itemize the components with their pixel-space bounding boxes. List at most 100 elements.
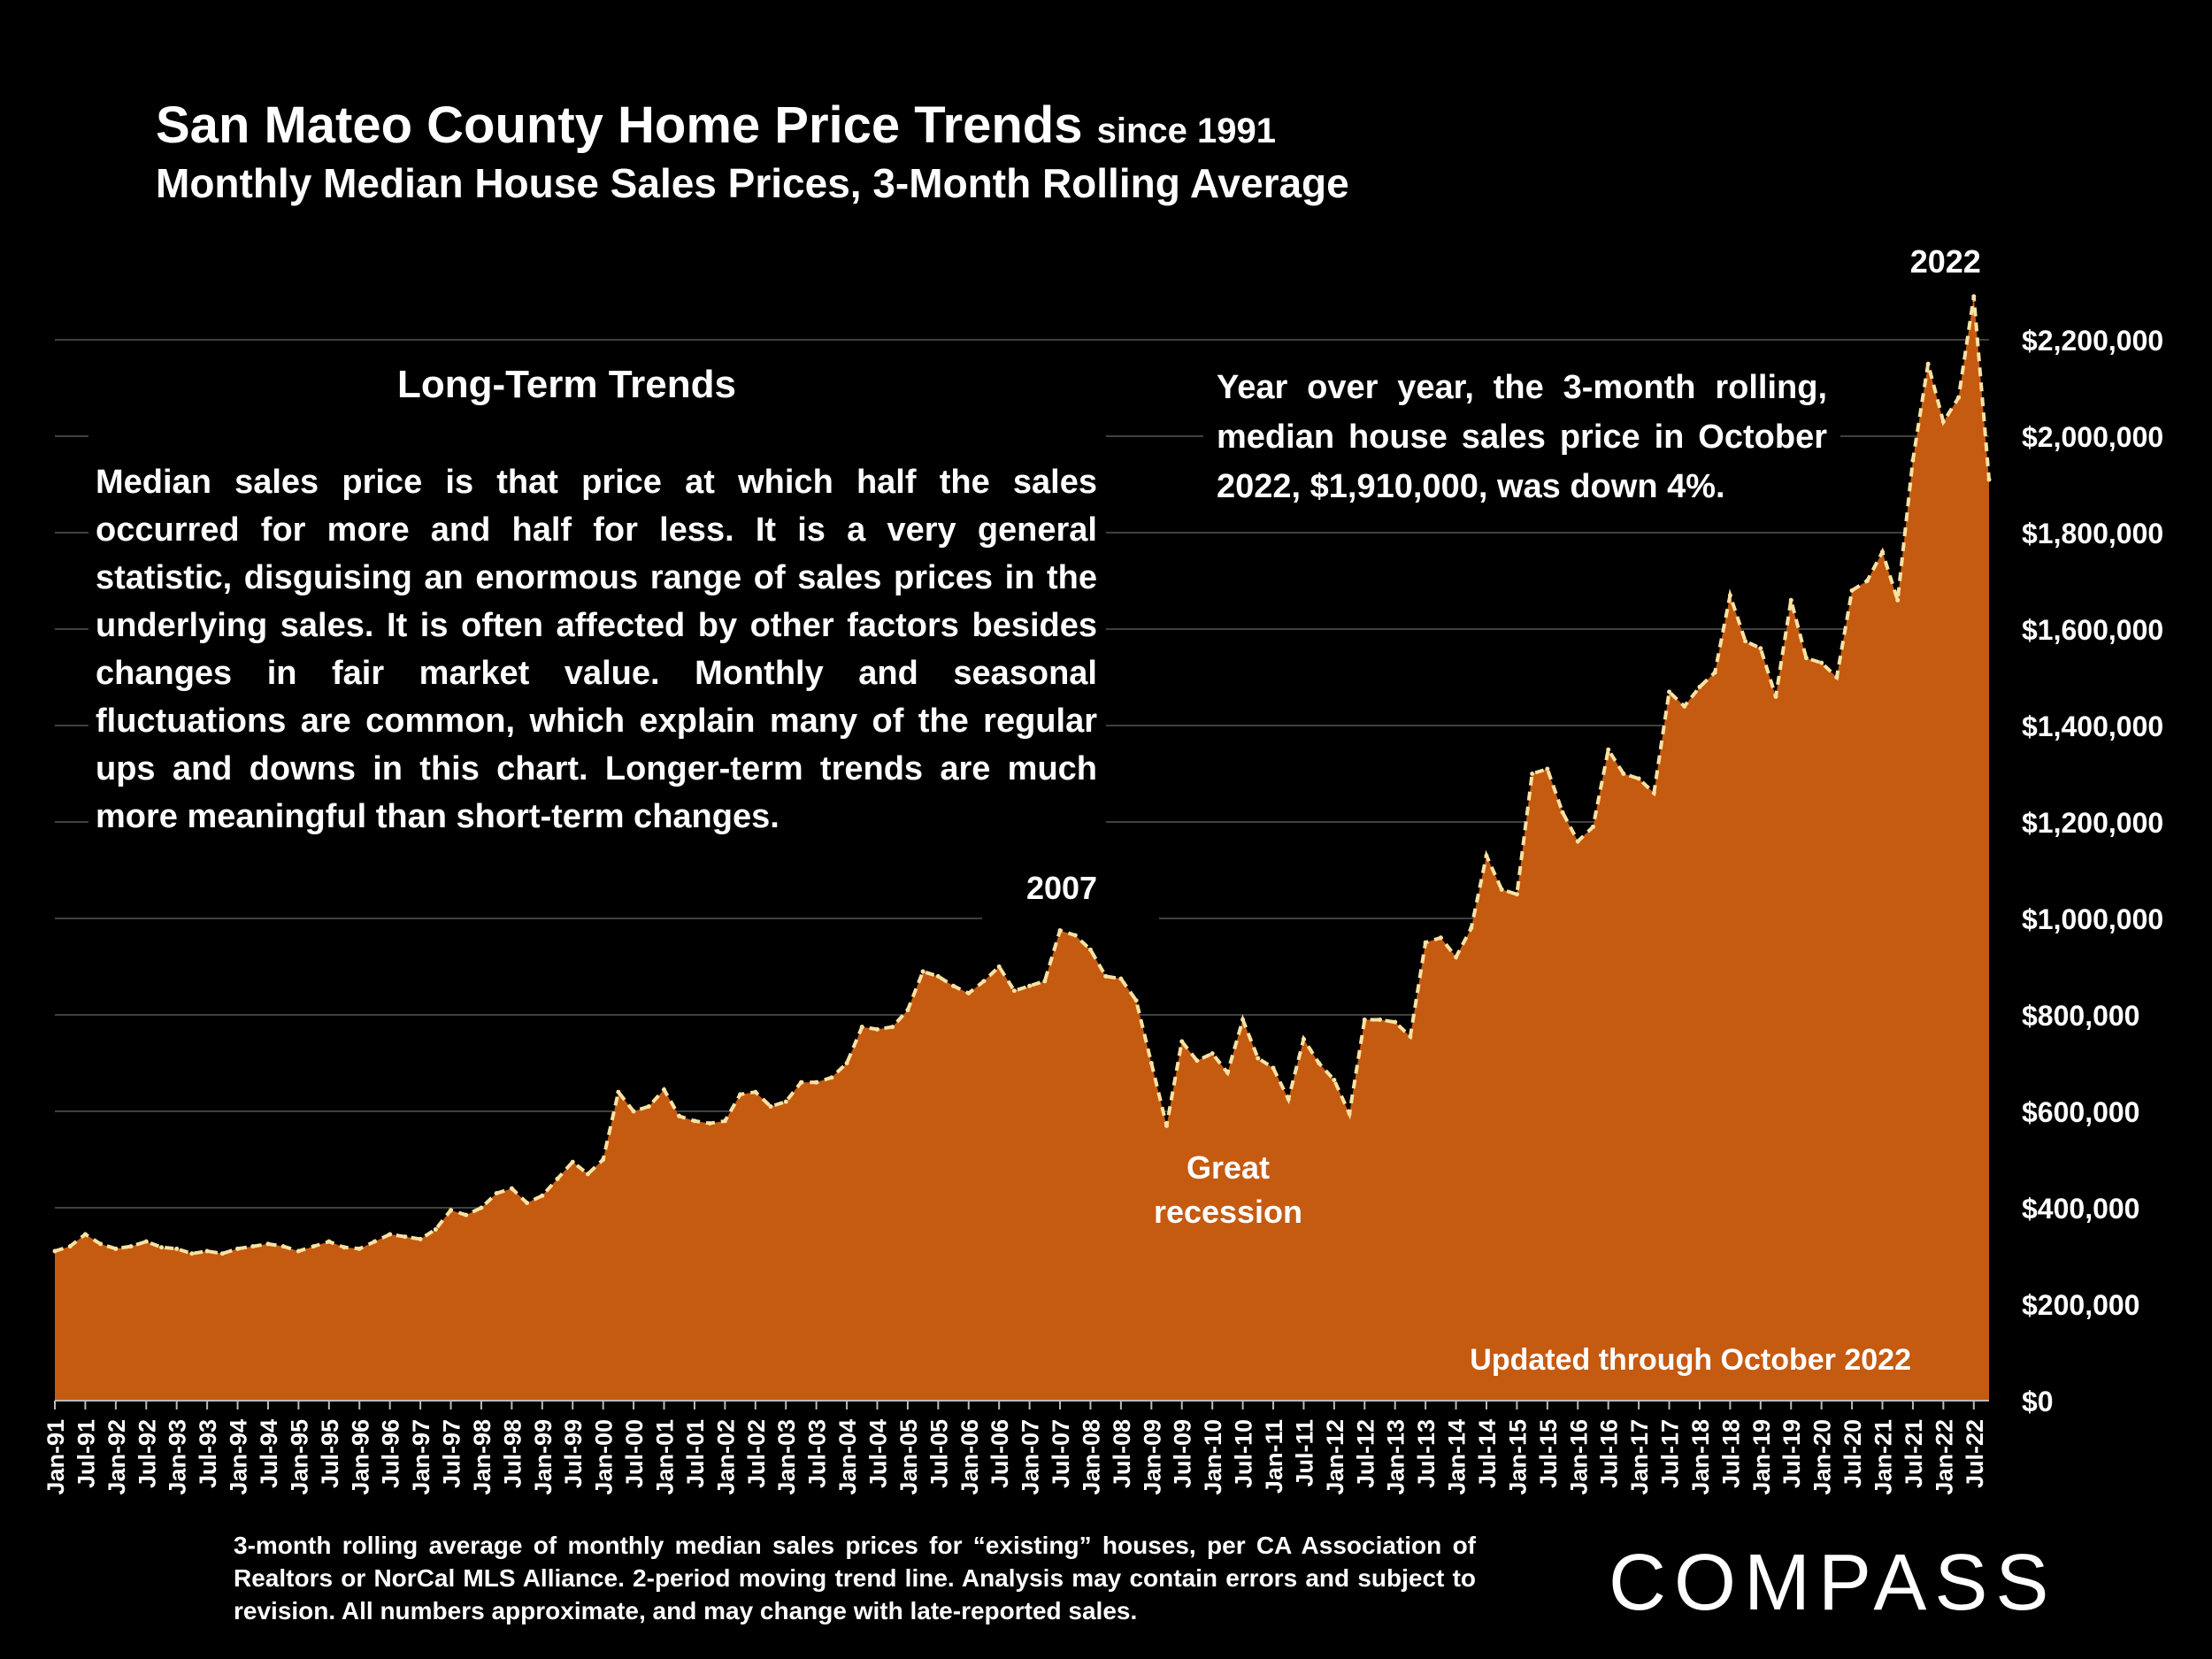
y-tick-label: $2,000,000 bbox=[2022, 421, 2163, 453]
data-point bbox=[1636, 776, 1641, 781]
annotation-2007-mask bbox=[982, 885, 1159, 938]
data-point bbox=[1864, 579, 1870, 583]
data-point bbox=[935, 973, 941, 979]
data-point bbox=[1271, 1065, 1276, 1071]
data-point bbox=[753, 1089, 758, 1094]
data-point bbox=[540, 1193, 545, 1198]
x-tick-label: Jul-17 bbox=[1657, 1419, 1684, 1488]
x-tick-label: Jul-21 bbox=[1901, 1419, 1927, 1488]
data-point bbox=[1072, 933, 1078, 938]
annotations: 2022 2007 Great recession Updated through Oc… bbox=[1026, 243, 1981, 1377]
data-point bbox=[768, 1104, 773, 1110]
data-point bbox=[1301, 1036, 1306, 1041]
x-tick-label: Jul-14 bbox=[1474, 1419, 1501, 1488]
x-tick-label: Jan-92 bbox=[104, 1419, 130, 1495]
data-point bbox=[1743, 639, 1748, 644]
x-tick-label: Jul-05 bbox=[926, 1419, 952, 1488]
chart-title: San Mateo County Home Price Trends since… bbox=[156, 96, 1276, 155]
x-tick-label: Jul-03 bbox=[804, 1419, 831, 1488]
data-point bbox=[1210, 1051, 1215, 1056]
y-tick-labels: $0 $200,000 $400,000 $600,000 $800,000 $1,000… bbox=[2022, 325, 2163, 1417]
x-tick-label: Jan-21 bbox=[1870, 1419, 1897, 1495]
x-tick-label: Jul-04 bbox=[864, 1419, 891, 1488]
x-tick-label: Jul-92 bbox=[134, 1419, 160, 1488]
data-point bbox=[1423, 940, 1428, 945]
data-point bbox=[1560, 810, 1565, 815]
data-point bbox=[966, 990, 972, 995]
x-tick-label: Jan-97 bbox=[408, 1419, 434, 1495]
y-tick-label: $1,400,000 bbox=[2022, 710, 2163, 742]
x-tick-label: Jul-22 bbox=[1962, 1419, 1988, 1488]
x-tick-label: Jan-01 bbox=[652, 1419, 679, 1495]
data-point bbox=[174, 1246, 180, 1251]
data-point bbox=[296, 1248, 301, 1254]
x-tick-label: Jan-04 bbox=[834, 1419, 861, 1495]
data-point bbox=[326, 1239, 332, 1244]
data-point bbox=[677, 1113, 682, 1118]
x-tick-label: Jan-02 bbox=[712, 1419, 739, 1495]
yoy-note: Year over year, the 3-month rolling, med… bbox=[1217, 369, 1827, 505]
data-point bbox=[1194, 1058, 1200, 1064]
x-tick-label: Jul-06 bbox=[987, 1419, 1013, 1488]
axes bbox=[54, 1400, 1989, 1409]
data-point bbox=[692, 1118, 697, 1124]
x-tick-label: Jan-17 bbox=[1626, 1419, 1653, 1495]
data-point bbox=[920, 969, 926, 974]
data-point bbox=[1514, 892, 1519, 897]
x-tick-label: Jul-09 bbox=[1170, 1419, 1196, 1488]
data-point bbox=[1499, 887, 1504, 892]
data-point bbox=[280, 1244, 286, 1249]
x-tick-label: Jan-03 bbox=[773, 1419, 800, 1495]
data-point bbox=[1758, 646, 1763, 651]
data-point bbox=[1819, 660, 1824, 665]
data-point bbox=[1986, 477, 1992, 482]
data-point bbox=[1803, 656, 1809, 661]
x-tick-label: Jul-98 bbox=[499, 1419, 526, 1488]
data-point bbox=[1087, 947, 1093, 952]
data-point bbox=[494, 1191, 499, 1196]
x-tick-label: Jan-96 bbox=[347, 1419, 373, 1495]
data-point bbox=[555, 1176, 560, 1181]
yoy-box-mask bbox=[1203, 354, 1840, 522]
data-point bbox=[859, 1025, 864, 1030]
x-tick-label: Jul-12 bbox=[1352, 1419, 1379, 1488]
data-point bbox=[1880, 549, 1886, 555]
data-point bbox=[662, 1087, 667, 1092]
long-term-box-mask bbox=[88, 352, 1106, 848]
x-tick-label: Jul-08 bbox=[1109, 1419, 1135, 1488]
data-point bbox=[1148, 1061, 1154, 1065]
data-point bbox=[798, 1079, 803, 1085]
data-point bbox=[1575, 839, 1580, 844]
data-point bbox=[1910, 457, 1916, 463]
data-point bbox=[1240, 1017, 1246, 1022]
x-tick-label: Jan-99 bbox=[530, 1419, 557, 1495]
data-point bbox=[738, 1092, 743, 1097]
data-point bbox=[1332, 1078, 1337, 1083]
data-point bbox=[1225, 1070, 1230, 1075]
x-tick-label: Jul-19 bbox=[1778, 1419, 1805, 1488]
data-point bbox=[52, 1248, 58, 1254]
data-point bbox=[1834, 675, 1839, 680]
x-tick-label: Jan-16 bbox=[1565, 1419, 1592, 1495]
data-point bbox=[1469, 926, 1474, 931]
data-point bbox=[1438, 935, 1443, 941]
data-point bbox=[783, 1099, 788, 1104]
data-point bbox=[1895, 597, 1901, 603]
y-tick-label: $0 bbox=[2022, 1386, 2054, 1417]
data-point bbox=[951, 983, 956, 988]
data-point bbox=[479, 1205, 484, 1210]
data-point bbox=[585, 1171, 590, 1177]
data-point bbox=[388, 1232, 393, 1237]
data-point bbox=[1103, 973, 1109, 979]
data-point bbox=[418, 1236, 423, 1241]
data-point bbox=[219, 1251, 225, 1256]
data-point bbox=[67, 1244, 73, 1249]
data-point bbox=[265, 1241, 271, 1247]
title-main: San Mateo County Home Price Trends bbox=[156, 96, 1083, 154]
data-point bbox=[1057, 928, 1063, 933]
x-tick-label: Jan-05 bbox=[895, 1419, 922, 1495]
x-tick-label: Jan-91 bbox=[42, 1419, 69, 1495]
x-tick-label: Jul-11 bbox=[1291, 1419, 1317, 1487]
data-point bbox=[1621, 772, 1626, 776]
